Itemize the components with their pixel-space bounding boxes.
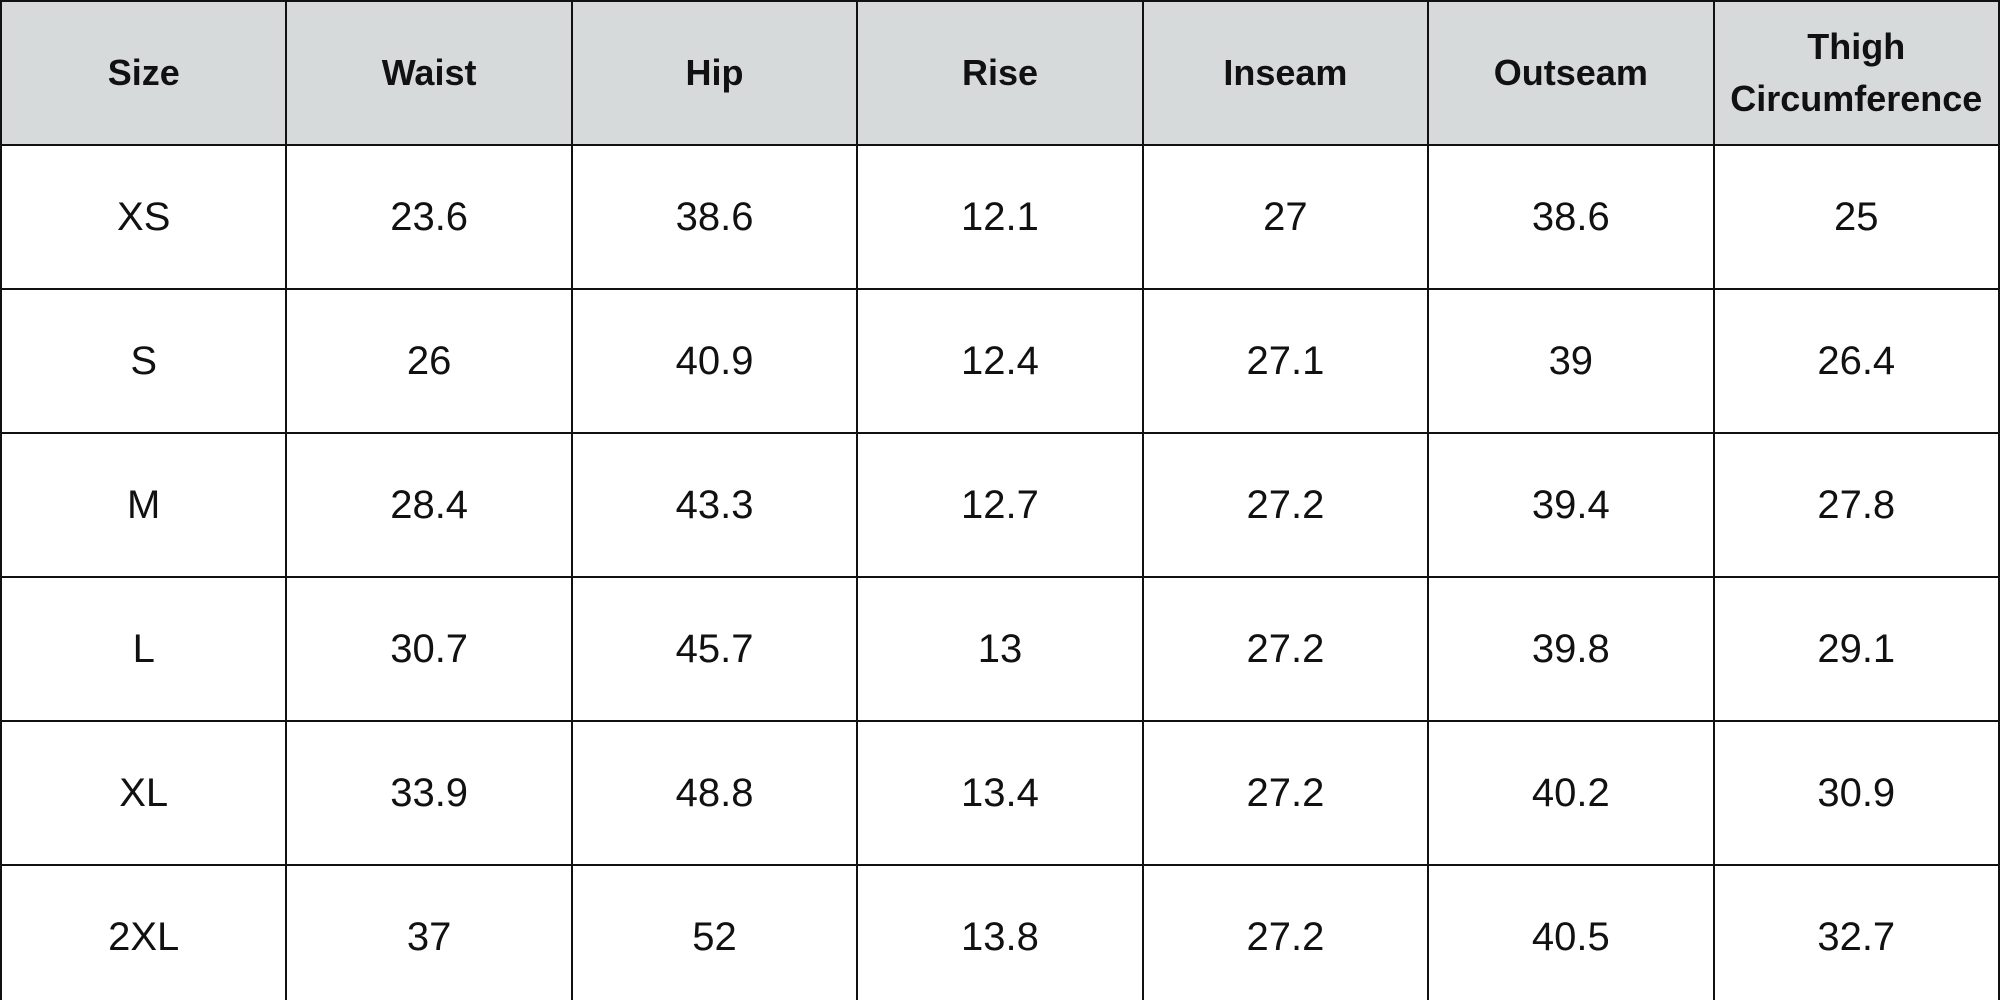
table-cell: 32.7 [1712, 864, 2000, 1000]
table-cell: 39.4 [1427, 432, 1715, 578]
table-cell: 52 [570, 864, 859, 1000]
table-cell: 2XL [0, 864, 288, 1000]
table-cell: 12.7 [856, 432, 1144, 578]
table-cell: S [0, 288, 288, 434]
table-cell: 38.6 [570, 144, 859, 290]
table-cell: 30.7 [285, 576, 573, 722]
table-cell: 13.4 [856, 720, 1144, 866]
table-cell: 40.9 [570, 288, 859, 434]
table-cell: 40.2 [1427, 720, 1715, 866]
table-row: XL 33.9 48.8 13.4 27.2 40.2 30.9 [0, 720, 2000, 866]
table-cell: 12.4 [856, 288, 1144, 434]
table-cell: XL [0, 720, 288, 866]
table-cell: L [0, 576, 288, 722]
table-cell: 12.1 [856, 144, 1144, 290]
table-cell: 23.6 [285, 144, 573, 290]
table-row: M 28.4 43.3 12.7 27.2 39.4 27.8 [0, 432, 2000, 578]
table-cell: 39.8 [1427, 576, 1715, 722]
table-cell: 13.8 [856, 864, 1144, 1000]
table-row: S 26 40.9 12.4 27.1 39 26.4 [0, 288, 2000, 434]
table-cell: 27 [1141, 144, 1430, 290]
table-cell: 25 [1712, 144, 2000, 290]
table-row: XS 23.6 38.6 12.1 27 38.6 25 [0, 144, 2000, 290]
table-body: XS 23.6 38.6 12.1 27 38.6 25 S 26 40.9 12.4 27.1 39 2… [0, 144, 2000, 1000]
table-cell: 27.2 [1141, 576, 1430, 722]
header-row: Size Waist Hip Rise Inseam Outseam Thigh Circu… [0, 0, 2000, 146]
table-row: L 30.7 45.7 13 27.2 39.8 29.1 [0, 576, 2000, 722]
table-cell: XS [0, 144, 288, 290]
table-cell: 30.9 [1712, 720, 2000, 866]
table-header: Size Waist Hip Rise Inseam Outseam Thigh Circu… [0, 0, 2000, 146]
table-cell: 40.5 [1427, 864, 1715, 1000]
column-header: Hip [570, 0, 859, 146]
table-cell: 38.6 [1427, 144, 1715, 290]
table-cell: 39 [1427, 288, 1715, 434]
table-cell: 29.1 [1712, 576, 2000, 722]
column-header: Inseam [1141, 0, 1430, 146]
column-header: Outseam [1427, 0, 1715, 146]
column-header: Thigh Circumference [1712, 0, 2000, 146]
table-cell: M [0, 432, 288, 578]
table-cell: 27.2 [1141, 720, 1430, 866]
table-cell: 26 [285, 288, 573, 434]
column-header: Rise [856, 0, 1144, 146]
table-cell: 27.2 [1141, 432, 1430, 578]
table-cell: 27.1 [1141, 288, 1430, 434]
table-cell: 48.8 [570, 720, 859, 866]
table-cell: 27.2 [1141, 864, 1430, 1000]
table-cell: 28.4 [285, 432, 573, 578]
table-cell: 33.9 [285, 720, 573, 866]
table-cell: 27.8 [1712, 432, 2000, 578]
column-header: Waist [285, 0, 573, 146]
table-cell: 43.3 [570, 432, 859, 578]
table-row: 2XL 37 52 13.8 27.2 40.5 32.7 [0, 864, 2000, 1000]
table-cell: 26.4 [1712, 288, 2000, 434]
table-cell: 13 [856, 576, 1144, 722]
table-cell: 37 [285, 864, 573, 1000]
table-cell: 45.7 [570, 576, 859, 722]
column-header: Size [0, 0, 288, 146]
